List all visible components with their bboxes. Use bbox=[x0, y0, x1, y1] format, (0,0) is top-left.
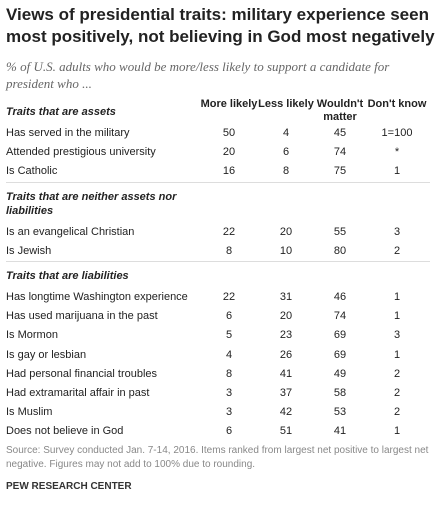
column-header: Less likely bbox=[258, 98, 314, 110]
subtitle: % of U.S. adults who would be more/less … bbox=[6, 59, 390, 91]
cell: 50 bbox=[222, 127, 236, 139]
cell: 1 bbox=[393, 165, 401, 178]
row-label: Has used marijuana in the past bbox=[6, 310, 158, 323]
cell: 55 bbox=[333, 225, 347, 238]
divider bbox=[6, 261, 430, 262]
cell: 80 bbox=[333, 244, 347, 257]
row-label: Is Muslim bbox=[6, 406, 53, 419]
cell: 6 bbox=[282, 146, 290, 159]
column-header: Don't know bbox=[367, 98, 427, 110]
cell: 3 bbox=[225, 387, 233, 399]
cell: 74 bbox=[333, 146, 347, 159]
cell: 69 bbox=[333, 329, 347, 342]
cell: 53 bbox=[333, 406, 347, 419]
cell: 16 bbox=[222, 165, 236, 178]
group-heading: Traits that are neither assets nor liabi… bbox=[6, 190, 177, 217]
cell: 26 bbox=[279, 348, 293, 361]
cell: 51 bbox=[279, 425, 293, 438]
cell: 58 bbox=[333, 387, 347, 399]
cell: 2 bbox=[393, 367, 401, 380]
cell: 8 bbox=[282, 165, 290, 178]
credit: PEW RESEARCH CENTER bbox=[6, 481, 132, 492]
cell: 41 bbox=[333, 425, 347, 438]
row-label: Is an evangelical Christian bbox=[6, 225, 135, 238]
cell: 3 bbox=[225, 406, 233, 419]
cell: 20 bbox=[222, 146, 236, 159]
cell: 1 bbox=[393, 291, 401, 303]
cell: 5 bbox=[225, 329, 233, 342]
cell: 22 bbox=[222, 291, 236, 303]
cell: * bbox=[394, 146, 400, 159]
row-label: Does not believe in God bbox=[6, 425, 124, 438]
cell: 49 bbox=[333, 367, 347, 380]
source-note: Source: Survey conducted Jan. 7-14, 2016… bbox=[6, 445, 429, 470]
cell: 3 bbox=[393, 329, 401, 342]
cell: 42 bbox=[279, 406, 293, 419]
cell: 8 bbox=[225, 244, 233, 257]
cell: 1 bbox=[393, 310, 401, 323]
group-heading: Traits that are assets bbox=[6, 106, 116, 118]
cell: 46 bbox=[333, 291, 347, 303]
cell: 75 bbox=[333, 165, 347, 178]
row-label: Is gay or lesbian bbox=[6, 348, 87, 361]
cell: 2 bbox=[393, 244, 401, 257]
row-label: Has served in the military bbox=[6, 127, 130, 139]
cell: 1 bbox=[393, 348, 401, 361]
cell: 1 bbox=[393, 425, 401, 438]
row-label: Has longtime Washington experience bbox=[6, 291, 188, 303]
cell: 74 bbox=[333, 310, 347, 323]
cell: 37 bbox=[279, 387, 293, 399]
cell: 45 bbox=[333, 127, 347, 139]
cell: 8 bbox=[225, 367, 233, 380]
title: Views of presidential traits: military e… bbox=[6, 5, 435, 46]
row-label: Had extramarital affair in past bbox=[6, 387, 150, 399]
cell: 10 bbox=[279, 244, 293, 257]
cell: 2 bbox=[393, 406, 401, 419]
group-heading: Traits that are liabilities bbox=[6, 270, 129, 282]
cell: 23 bbox=[279, 329, 293, 342]
cell: 20 bbox=[279, 310, 293, 323]
cell: 69 bbox=[333, 348, 347, 361]
cell: 22 bbox=[222, 225, 236, 238]
cell: 4 bbox=[225, 348, 233, 361]
cell: 41 bbox=[279, 367, 293, 380]
cell: 20 bbox=[279, 225, 293, 238]
row-label: Had personal financial troubles bbox=[6, 367, 158, 380]
column-header: More likely bbox=[200, 98, 258, 110]
cell: 31 bbox=[279, 291, 293, 303]
divider bbox=[6, 181, 430, 183]
row-label: Attended prestigious university bbox=[6, 146, 156, 159]
cell: 3 bbox=[393, 225, 401, 238]
row-label: Is Jewish bbox=[6, 244, 52, 257]
row-label: Is Catholic bbox=[6, 165, 58, 178]
cell: 6 bbox=[225, 425, 233, 438]
cell: 2 bbox=[393, 387, 401, 399]
column-header: Wouldn't matter bbox=[316, 98, 364, 123]
cell: 1=100 bbox=[381, 127, 413, 139]
cell: 4 bbox=[282, 127, 290, 139]
row-label: Is Mormon bbox=[6, 329, 58, 342]
cell: 6 bbox=[225, 310, 233, 323]
